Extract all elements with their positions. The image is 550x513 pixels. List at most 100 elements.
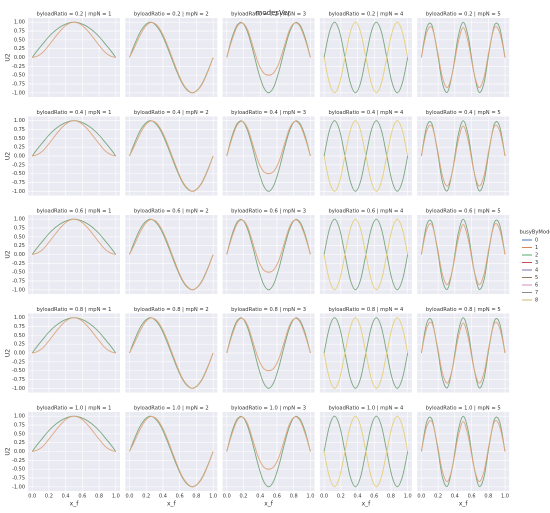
y-tick-label: 0.75 — [14, 29, 25, 35]
legend-label: 8 — [535, 298, 538, 304]
x-tick-label: 0.2 — [45, 494, 53, 500]
y-tick-label: -0.25 — [12, 359, 25, 365]
panel-title: byloadRatio = 1.0 | mpN = 5 — [426, 406, 501, 412]
panel-title: byloadRatio = 0.6 | mpN = 5 — [426, 209, 501, 215]
x-tick-label: 0.6 — [78, 494, 86, 500]
y-tick-label: -1.00 — [12, 386, 25, 392]
y-tick-label: 0.75 — [14, 324, 25, 330]
line-series — [420, 124, 506, 187]
y-tick-label: -0.75 — [12, 81, 25, 87]
line-series — [226, 120, 311, 175]
y-tick-label: 0.00 — [14, 351, 25, 357]
panel-title: byloadRatio = 0.6 | mpN = 2 — [134, 209, 209, 215]
x-tick-label: 0.8 — [192, 494, 200, 500]
legend-label: 3 — [535, 260, 538, 266]
x-tick-label: 0.0 — [417, 494, 425, 500]
legend-label: 2 — [535, 253, 538, 259]
y-tick-label: 0.50 — [14, 37, 25, 43]
x-tick-label: 0.4 — [354, 494, 362, 500]
x-tick-label: 0.2 — [142, 494, 150, 500]
x-tick-label: 0.6 — [176, 494, 184, 500]
panel-title: byloadRatio = 0.2 | mpN = 4 — [328, 12, 404, 18]
y-tick-label: 0.25 — [14, 342, 25, 348]
line-series — [226, 120, 311, 192]
line-series — [323, 415, 409, 488]
x-tick-label: 0.4 — [159, 494, 167, 500]
x-tick-label: 0.8 — [290, 494, 298, 500]
y-axis-label: U2 — [5, 53, 12, 61]
chart-title: modesVer — [256, 9, 291, 17]
panel-title: byloadRatio = 1.0 | mpN = 4 — [328, 406, 404, 412]
panel-title: byloadRatio = 0.2 | mpN = 5 — [426, 12, 501, 18]
line-series — [32, 21, 116, 58]
y-tick-label: -1.00 — [12, 189, 25, 195]
x-axis-label: x_f — [264, 501, 274, 508]
legend-label: 4 — [535, 268, 538, 274]
x-tick-label: 0.4 — [62, 494, 70, 500]
panel-title: byloadRatio = 0.8 | mpN = 3 — [231, 307, 306, 313]
line-series — [32, 218, 116, 255]
panel-title: byloadRatio = 0.4 | mpN = 3 — [231, 110, 306, 116]
y-tick-label: -0.25 — [12, 162, 25, 168]
x-tick-label: 1.0 — [112, 494, 120, 500]
panel-title: byloadRatio = 0.2 | mpN = 1 — [37, 12, 112, 18]
y-tick-label: -1.00 — [12, 287, 25, 293]
line-series — [323, 317, 409, 389]
line-series — [129, 120, 214, 192]
line-series — [420, 26, 506, 88]
legend-label: 0 — [535, 238, 538, 244]
y-tick-label: 0.00 — [14, 154, 25, 160]
y-tick-label: 0.50 — [14, 333, 25, 339]
panel-title: byloadRatio = 0.6 | mpN = 1 — [37, 209, 112, 215]
x-tick-label: 1.0 — [209, 494, 217, 500]
y-tick-label: 0.50 — [14, 431, 25, 437]
y-tick-label: -0.75 — [12, 180, 25, 186]
line-series — [32, 120, 116, 157]
x-axis-label: x_f — [459, 501, 469, 508]
line-series — [226, 415, 311, 488]
panel-title: byloadRatio = 1.0 | mpN = 3 — [231, 406, 306, 412]
line-series — [420, 321, 506, 384]
y-tick-label: -1.00 — [12, 484, 25, 490]
line-series — [129, 21, 214, 94]
line-series — [226, 317, 311, 372]
y-axis-label: U2 — [5, 349, 12, 357]
line-series — [420, 420, 506, 482]
panel-title: byloadRatio = 0.4 | mpN = 5 — [426, 110, 501, 116]
x-tick-label: 1.0 — [501, 494, 509, 500]
legend-label: 1 — [535, 245, 538, 251]
y-tick-label: 0.75 — [14, 226, 25, 232]
panel-title: byloadRatio = 0.8 | mpN = 1 — [37, 307, 112, 313]
legend-label: 5 — [535, 275, 538, 281]
x-tick-label: 0.0 — [28, 494, 36, 500]
y-tick-label: -0.50 — [12, 467, 25, 473]
y-tick-label: -0.75 — [12, 377, 25, 383]
line-series — [129, 317, 214, 389]
line-series — [129, 415, 214, 488]
x-tick-label: 0.2 — [240, 494, 248, 500]
panel-title: byloadRatio = 1.0 | mpN = 2 — [134, 406, 209, 412]
panel-title: byloadRatio = 0.4 | mpN = 1 — [37, 110, 112, 116]
y-tick-label: 1.00 — [14, 315, 25, 321]
panel-title: byloadRatio = 0.8 | mpN = 5 — [426, 307, 501, 313]
x-axis-label: x_f — [167, 501, 177, 508]
y-tick-label: 1.00 — [14, 118, 25, 124]
y-tick-label: 1.00 — [14, 217, 25, 223]
x-tick-label: 0.8 — [484, 494, 492, 500]
line-series — [32, 317, 116, 354]
y-tick-label: -0.25 — [12, 261, 25, 267]
y-tick-label: 0.00 — [14, 252, 25, 258]
line-series — [420, 223, 506, 285]
y-tick-label: 0.50 — [14, 136, 25, 142]
x-tick-label: 0.8 — [95, 494, 103, 500]
y-tick-label: 1.00 — [14, 20, 25, 26]
x-tick-label: 1.0 — [306, 494, 314, 500]
x-tick-label: 0.6 — [370, 494, 378, 500]
y-tick-label: -0.75 — [12, 475, 25, 481]
x-tick-label: 0.4 — [256, 494, 264, 500]
line-series — [226, 416, 311, 470]
legend-title: busyByMode — [519, 230, 550, 236]
panel-title: byloadRatio = 0.4 | mpN = 2 — [134, 110, 209, 116]
x-axis-label: x_f — [70, 501, 80, 508]
